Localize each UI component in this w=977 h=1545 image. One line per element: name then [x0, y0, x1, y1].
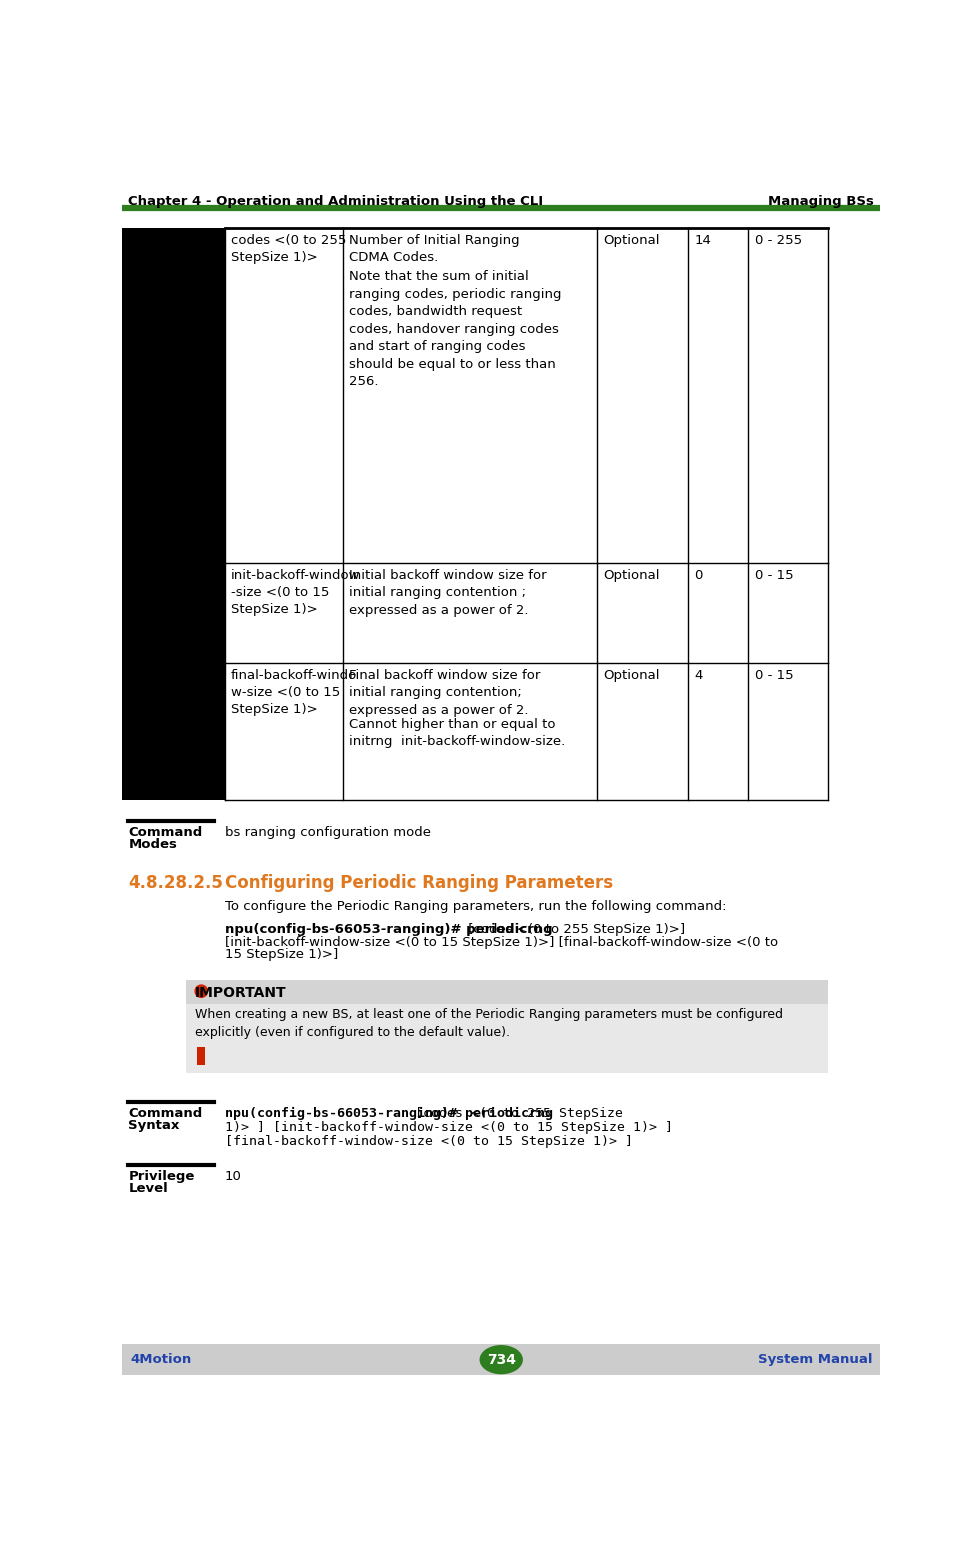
- Text: final-backoff-windo
w-size <(0 to 15
StepSize 1)>: final-backoff-windo w-size <(0 to 15 Ste…: [231, 669, 357, 715]
- Text: 4: 4: [694, 669, 701, 681]
- Text: Chapter 4 - Operation and Administration Using the CLI: Chapter 4 - Operation and Administration…: [128, 195, 543, 209]
- Text: 15 StepSize 1)>]: 15 StepSize 1)>]: [225, 949, 337, 961]
- Text: Optional: Optional: [603, 669, 659, 681]
- Text: [codes <(0 to 255 StepSize: [codes <(0 to 255 StepSize: [406, 1106, 622, 1120]
- Text: IMPORTANT: IMPORTANT: [194, 986, 286, 1000]
- Text: Optional: Optional: [603, 569, 659, 582]
- Text: codes <(0 to 255
StepSize 1)>: codes <(0 to 255 StepSize 1)>: [231, 233, 346, 264]
- Text: To configure the Periodic Ranging parameters, run the following command:: To configure the Periodic Ranging parame…: [225, 899, 725, 913]
- Text: 4Motion: 4Motion: [130, 1353, 191, 1366]
- Text: Optional: Optional: [603, 233, 659, 247]
- Text: init-backoff-window
-size <(0 to 15
StepSize 1)>: init-backoff-window -size <(0 to 15 Step…: [231, 569, 360, 616]
- Text: Managing BSs: Managing BSs: [767, 195, 873, 209]
- Circle shape: [194, 986, 207, 998]
- Bar: [186, 1004, 827, 1072]
- Bar: [186, 981, 827, 1004]
- Text: Level: Level: [128, 1182, 168, 1196]
- Text: 14: 14: [694, 233, 710, 247]
- Text: 734: 734: [487, 1353, 515, 1367]
- Text: Final backoff window size for
initial ranging contention;
expressed as a power o: Final backoff window size for initial ra…: [349, 669, 540, 717]
- Ellipse shape: [479, 1346, 523, 1375]
- Text: 0 - 15: 0 - 15: [754, 569, 792, 582]
- Text: Syntax: Syntax: [128, 1119, 180, 1132]
- Text: When creating a new BS, at least one of the Periodic Ranging parameters must be : When creating a new BS, at least one of …: [194, 1009, 783, 1040]
- Text: npu(config-bs-66053-ranging)# periodicrng: npu(config-bs-66053-ranging)# periodicrn…: [225, 922, 552, 936]
- Bar: [197, 1046, 205, 1065]
- Text: Command: Command: [128, 1106, 202, 1120]
- Text: 0 - 15: 0 - 15: [754, 669, 792, 681]
- Text: Configuring Periodic Ranging Parameters: Configuring Periodic Ranging Parameters: [225, 874, 612, 891]
- Text: Number of Initial Ranging
CDMA Codes.: Number of Initial Ranging CDMA Codes.: [349, 233, 520, 264]
- Text: Modes: Modes: [128, 839, 177, 851]
- Text: Note that the sum of initial
ranging codes, periodic ranging
codes, bandwidth re: Note that the sum of initial ranging cod…: [349, 270, 561, 388]
- Text: Initial backoff window size for
initial ranging contention ;
expressed as a powe: Initial backoff window size for initial …: [349, 569, 546, 616]
- Text: Privilege: Privilege: [128, 1170, 194, 1183]
- Text: Command: Command: [128, 827, 202, 839]
- Text: [final-backoff-window-size <(0 to 15 StepSize 1)> ]: [final-backoff-window-size <(0 to 15 Ste…: [225, 1134, 632, 1148]
- Text: 0 - 255: 0 - 255: [754, 233, 801, 247]
- Text: bs ranging configuration mode: bs ranging configuration mode: [225, 827, 430, 839]
- Text: 10: 10: [225, 1170, 241, 1183]
- Text: [init-backoff-window-size <(0 to 15 StepSize 1)>] [final-backoff-window-size <(0: [init-backoff-window-size <(0 to 15 Step…: [225, 936, 777, 949]
- Text: [codes <(0 to 255 StepSize 1)>]: [codes <(0 to 255 StepSize 1)>]: [464, 922, 685, 936]
- Text: System Manual: System Manual: [757, 1353, 871, 1366]
- Text: 0: 0: [694, 569, 701, 582]
- Bar: [122, 1344, 879, 1375]
- Text: Cannot higher than or equal to
initrng  init-backoff-window-size.: Cannot higher than or equal to initrng i…: [349, 718, 565, 748]
- Bar: [122, 227, 225, 800]
- Text: 4.8.28.2.5: 4.8.28.2.5: [128, 874, 223, 891]
- Text: npu(config-bs-66053-ranging)# periodicrng: npu(config-bs-66053-ranging)# periodicrn…: [225, 1106, 552, 1120]
- Text: 1)> ] [init-backoff-window-size <(0 to 15 StepSize 1)> ]: 1)> ] [init-backoff-window-size <(0 to 1…: [225, 1120, 672, 1134]
